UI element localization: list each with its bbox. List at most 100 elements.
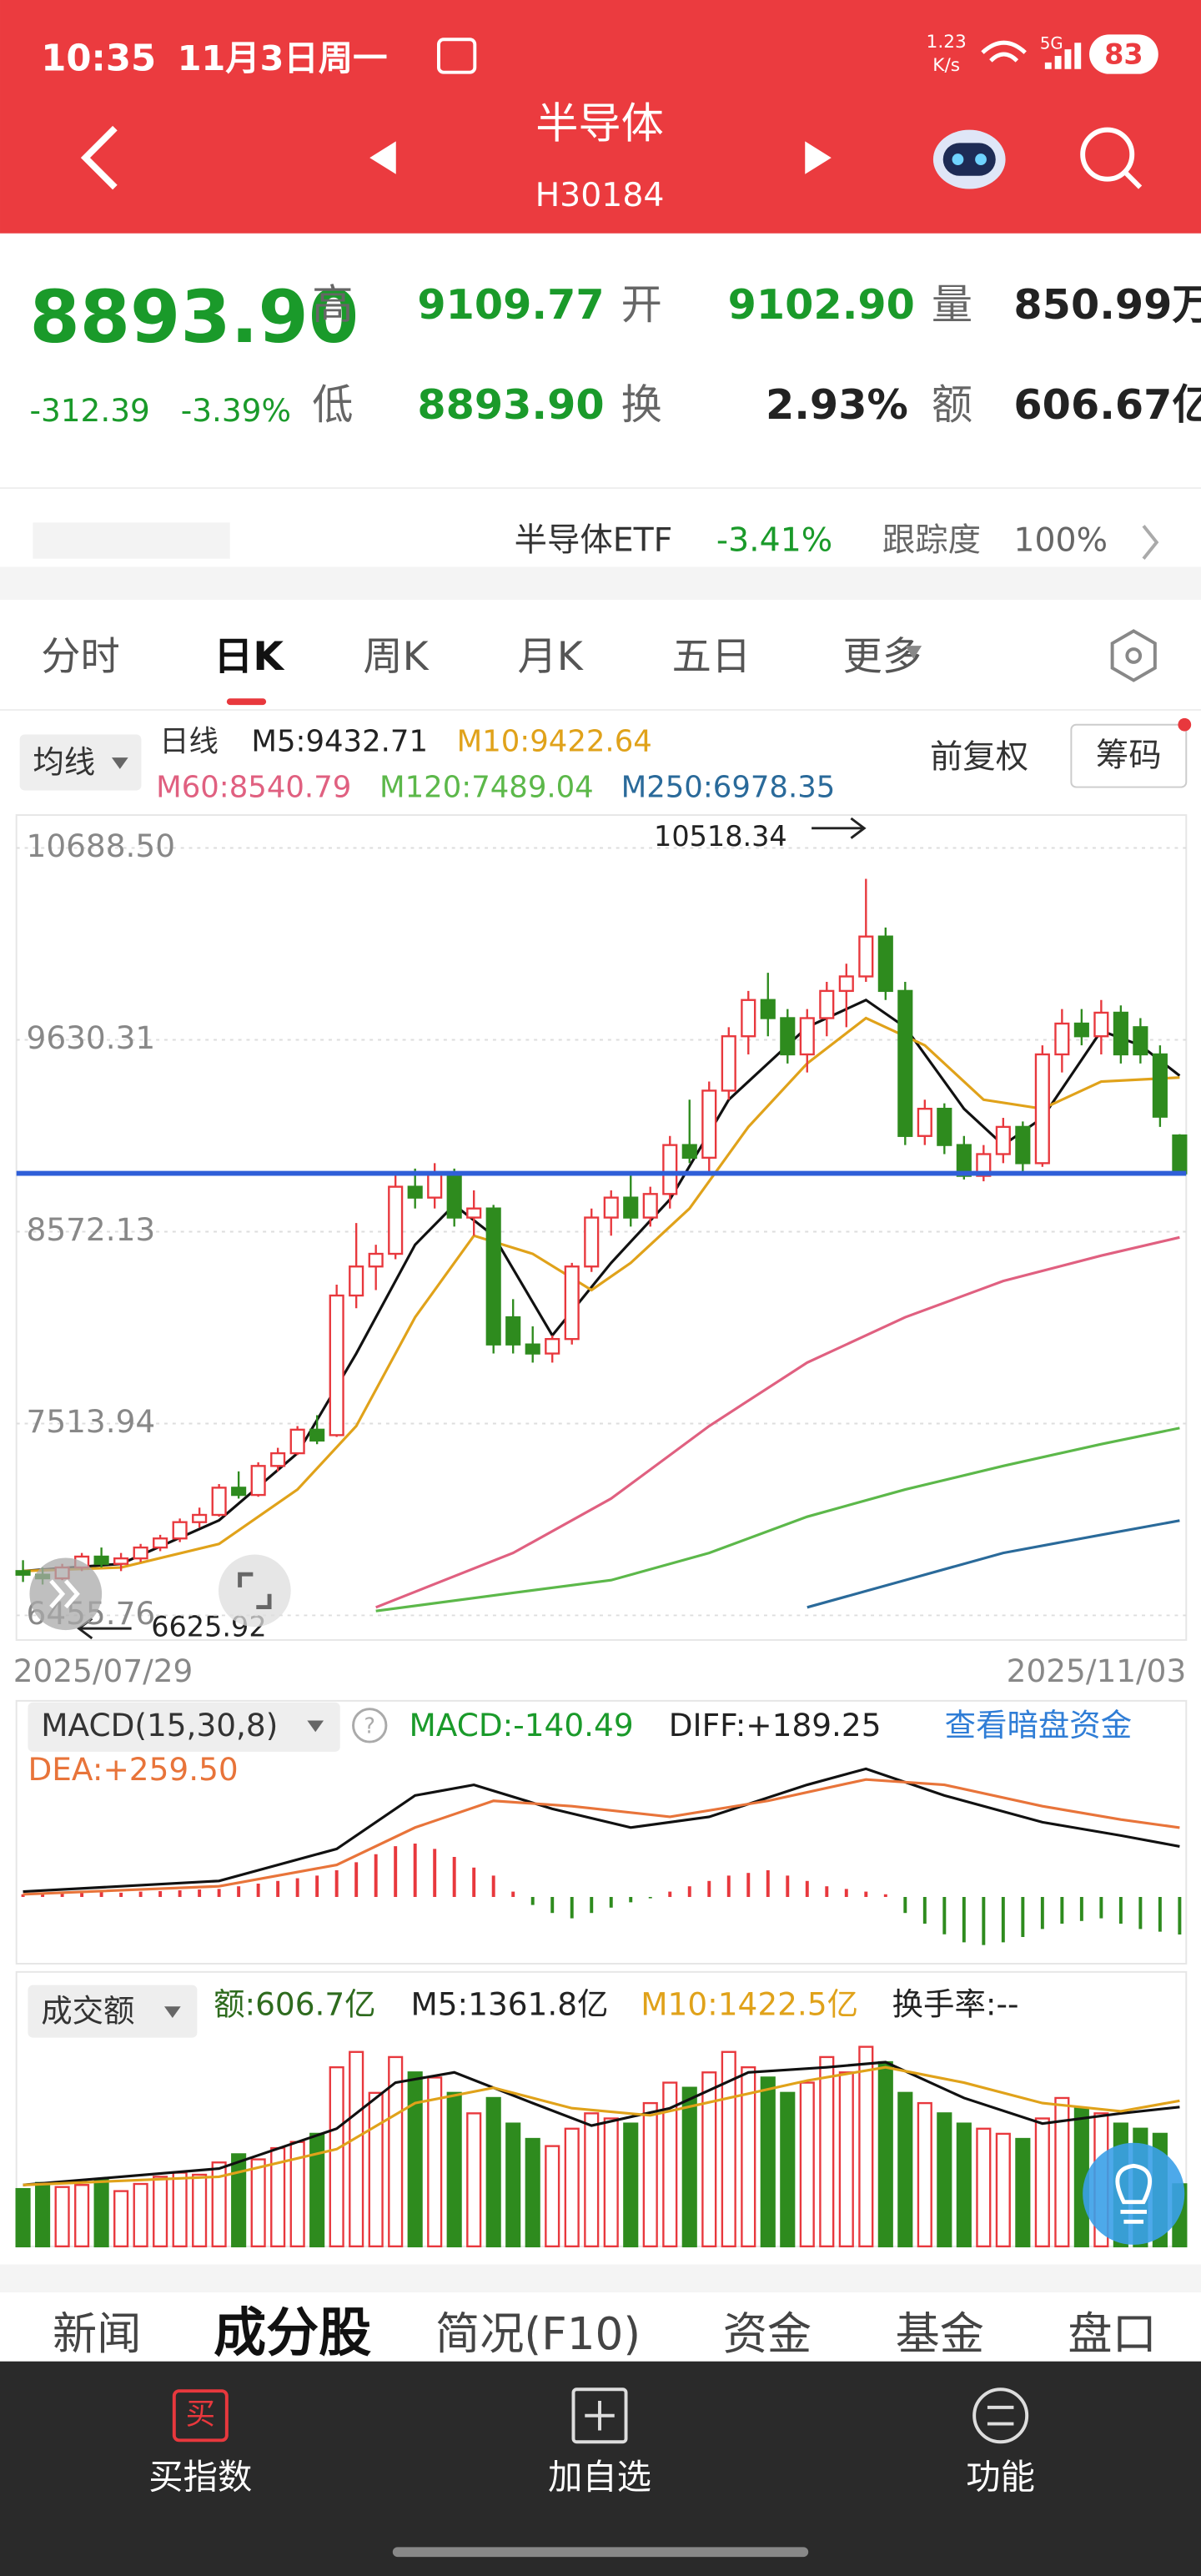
x-end-label: 2025/11/03: [1007, 1653, 1187, 1689]
candle-body: [192, 1513, 208, 1523]
volume-bar: [603, 2117, 619, 2248]
turnover-label: 换手率:--: [892, 1986, 1019, 2023]
tab[interactable]: 日K: [214, 634, 285, 680]
assistant-button[interactable]: [932, 129, 1006, 189]
volume-bar: [995, 2132, 1011, 2248]
legend-entry: M120:7489.04: [379, 771, 594, 805]
legend-entry: M5:9432.71: [251, 724, 428, 758]
volume-menu[interactable]: [28, 1985, 198, 2038]
home-indicator: [392, 2547, 809, 2558]
tab[interactable]: 月K: [518, 634, 584, 680]
title: 半导体: [535, 99, 664, 149]
volume-bar: [956, 2122, 972, 2248]
candle-body: [349, 1265, 364, 1297]
chips-button[interactable]: [1070, 723, 1188, 788]
volume-bar: [780, 2091, 796, 2248]
candle-body: [466, 1207, 482, 1219]
candle-body: [172, 1521, 188, 1540]
search-button[interactable]: [1080, 127, 1143, 189]
macd-menu[interactable]: [28, 1702, 340, 1752]
settings-dot: [1125, 647, 1143, 664]
y-tick-label: 9630.31: [27, 1019, 156, 1056]
bottom-tab[interactable]: 基金: [896, 2308, 984, 2360]
ma-line: [23, 1767, 1180, 1894]
separator-band: [0, 2264, 1201, 2292]
fullscreen-icon: [238, 1572, 272, 1610]
candle-body: [270, 1452, 286, 1467]
candle-body: [1093, 1011, 1109, 1038]
tab[interactable]: 分时: [41, 634, 120, 680]
volume-bar: [133, 2182, 148, 2248]
nav-functions[interactable]: 功能: [966, 2458, 1035, 2498]
candle-body: [819, 989, 835, 1019]
field-label: 低: [312, 380, 353, 429]
volume-bar: [368, 2091, 384, 2248]
fullscreen-button[interactable]: [219, 1554, 291, 1628]
tab[interactable]: 周K: [363, 634, 429, 680]
volume-bar: [250, 2158, 266, 2248]
price-mode[interactable]: 前复权: [930, 738, 1028, 777]
field-value: 850.99万: [1013, 280, 1201, 329]
settings-button[interactable]: [1110, 629, 1157, 682]
collapse-button[interactable]: [29, 1557, 103, 1631]
candle-body: [584, 1216, 600, 1268]
candle-body: [976, 1153, 992, 1177]
collapse-icon: [49, 1579, 80, 1609]
candle-body: [153, 1537, 168, 1549]
volume-bar: [642, 2101, 658, 2248]
macd-arrow: [307, 1720, 324, 1733]
candle-body: [525, 1343, 540, 1355]
volume-bar: [681, 2086, 697, 2248]
volume-bar: [525, 2137, 540, 2248]
tab[interactable]: 更多: [843, 634, 922, 680]
price: 8893.90: [29, 276, 359, 360]
back-button[interactable]: [80, 125, 118, 190]
candle-body: [1113, 1011, 1128, 1056]
volume-bar: [838, 2071, 854, 2248]
field-label: 量: [932, 280, 972, 329]
volume-bar: [937, 2112, 952, 2248]
amount-label: 额:606.7亿: [214, 1986, 376, 2023]
next-button[interactable]: [805, 141, 832, 174]
candle-body: [838, 975, 854, 993]
candle-body: [231, 1487, 247, 1497]
ma-button[interactable]: [19, 734, 142, 791]
candle-body: [545, 1337, 560, 1355]
candle-body: [937, 1107, 952, 1146]
tab-indicator: [226, 698, 267, 706]
volume-bar: [54, 2186, 70, 2248]
bottom-tab[interactable]: 简况(F10): [435, 2308, 641, 2360]
tab[interactable]: 五日: [672, 634, 751, 680]
prev-button[interactable]: [369, 141, 396, 174]
volume-frame: [15, 1970, 1188, 2247]
bottom-tab[interactable]: 盘口: [1068, 2308, 1156, 2360]
bottom-tab[interactable]: 成分股: [214, 2302, 371, 2363]
volume-bar: [485, 2096, 501, 2248]
network: 5G: [1040, 34, 1063, 53]
volume-bar: [74, 2184, 90, 2248]
candle-body: [995, 1125, 1011, 1155]
candle-body: [956, 1144, 972, 1177]
battery: 83: [1104, 38, 1143, 70]
candle-body: [93, 1555, 109, 1565]
candle-body: [564, 1265, 580, 1341]
dark-pool-link[interactable]: 查看暗盘资金: [945, 1707, 1132, 1743]
volume-bar: [799, 2081, 815, 2248]
volume-bar: [309, 2132, 325, 2248]
chart-frame: [15, 814, 1188, 1641]
tips-button[interactable]: [1083, 2142, 1185, 2245]
help-icon[interactable]: [352, 1708, 388, 1743]
battery-bg: [1089, 34, 1158, 74]
change-pct: -3.39%: [181, 392, 291, 429]
volume-bar: [564, 2127, 580, 2248]
bottom-tab[interactable]: 资金: [723, 2308, 812, 2360]
nav-add[interactable]: 加自选: [548, 2458, 651, 2498]
net-speed-unit: K/s: [932, 55, 960, 76]
macd-indicator: MACD(15,30,8): [41, 1707, 278, 1743]
bottom-tab[interactable]: 新闻: [53, 2308, 141, 2360]
legend-entry: DIFF:+189.25: [669, 1707, 882, 1743]
volume-bar: [407, 2071, 423, 2248]
nav-buy[interactable]: 买指数: [148, 2458, 252, 2498]
candle-body: [485, 1207, 501, 1346]
volume-bar: [388, 2055, 404, 2248]
